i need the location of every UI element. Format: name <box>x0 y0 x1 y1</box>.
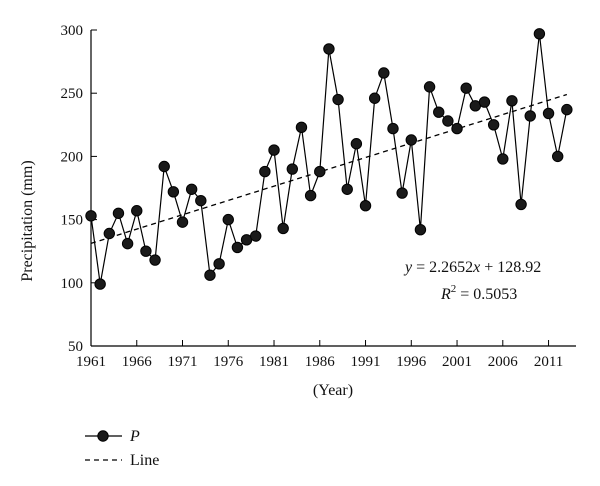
data-point <box>551 150 564 163</box>
data-point <box>286 163 299 175</box>
data-point <box>542 107 555 120</box>
data-point <box>414 224 427 236</box>
data-point <box>158 160 170 173</box>
y-axis-ticks: 50 100 150 200 250 300 <box>61 23 97 355</box>
data-point <box>103 227 116 240</box>
data-point <box>112 207 125 219</box>
data-point <box>368 92 381 104</box>
precipitation-line <box>90 33 568 285</box>
r-exponent: 2 <box>451 283 457 295</box>
y-tick-label: 150 <box>61 213 84 229</box>
legend-line-label: Line <box>130 452 159 469</box>
data-point <box>442 115 454 127</box>
x-tick-label: 1981 <box>259 354 289 370</box>
data-point <box>497 153 509 165</box>
data-point <box>332 93 344 106</box>
legend-p-label: P <box>129 428 140 445</box>
x-tick-label: 1961 <box>76 354 106 370</box>
data-point <box>167 186 180 198</box>
x-tick-label: 1966 <box>122 354 153 370</box>
legend-p-marker <box>97 430 109 442</box>
data-point <box>387 122 399 135</box>
r-squared: R2 = 0.5053 <box>440 283 517 303</box>
data-point <box>451 122 463 135</box>
data-point <box>405 134 417 146</box>
data-point <box>304 189 317 202</box>
axes <box>90 30 576 347</box>
y-tick-label: 200 <box>61 149 84 165</box>
data-point <box>131 205 143 217</box>
x-tick-label: 2001 <box>442 354 472 370</box>
data-point <box>487 119 500 131</box>
data-point <box>359 199 372 212</box>
eq-intercept: + 128.92 <box>480 259 541 276</box>
data-point <box>94 278 106 290</box>
data-point <box>277 222 289 235</box>
data-point <box>195 194 207 207</box>
data-point <box>231 241 244 254</box>
data-point <box>295 121 308 134</box>
y-tick-label: 250 <box>61 86 84 102</box>
data-point <box>350 138 363 150</box>
trend-line-series <box>90 93 568 245</box>
data-point <box>85 210 97 222</box>
data-point <box>323 43 335 55</box>
precipitation-series <box>90 33 568 285</box>
x-axis-title: (Year) <box>313 382 353 399</box>
data-point <box>515 198 527 211</box>
data-point <box>204 269 216 281</box>
y-tick-label: 300 <box>61 23 84 39</box>
x-tick-label: 1976 <box>213 354 244 370</box>
data-point <box>378 67 390 79</box>
data-point <box>533 28 546 40</box>
x-tick-label: 1996 <box>396 354 427 370</box>
x-tick-label: 2011 <box>534 354 563 370</box>
data-point <box>213 258 225 270</box>
data-point <box>222 213 234 226</box>
x-axis-ticks: 1961 1966 1971 1976 1981 1986 1991 1996 2001 2006… <box>76 340 563 370</box>
trend-line <box>90 93 568 245</box>
eq-x-symbol: x <box>472 259 480 276</box>
y-axis-title: Precipitation (mm) <box>19 160 36 281</box>
data-point <box>506 95 518 107</box>
regression-equation: y = 2.2652x + 128.92 <box>403 259 541 276</box>
data-point <box>460 82 472 94</box>
data-point <box>478 96 491 108</box>
data-point <box>268 144 280 156</box>
data-point <box>259 165 271 178</box>
legend: P Line <box>85 428 159 469</box>
x-tick-label: 2006 <box>488 354 519 370</box>
data-point <box>121 237 134 250</box>
r-value: = 0.5053 <box>456 286 517 303</box>
eq-y-symbol: y <box>403 259 413 276</box>
data-point <box>561 103 573 116</box>
data-point <box>423 81 436 93</box>
data-point <box>176 216 189 228</box>
data-point <box>250 230 262 242</box>
data-point <box>140 245 152 257</box>
data-point <box>149 254 161 266</box>
data-point <box>185 183 198 195</box>
y-tick-label: 100 <box>61 276 84 292</box>
data-point <box>396 187 408 199</box>
precipitation-points <box>85 28 573 290</box>
data-point <box>524 110 536 122</box>
data-point <box>433 106 445 118</box>
x-tick-label: 1986 <box>305 354 336 370</box>
data-point <box>341 183 353 195</box>
eq-slope: = 2.2652 <box>412 259 473 276</box>
x-tick-label: 1991 <box>351 354 381 370</box>
data-point <box>314 165 326 178</box>
r-symbol: R <box>440 286 451 303</box>
x-tick-label: 1971 <box>168 354 198 370</box>
y-tick-label: 50 <box>68 339 83 355</box>
